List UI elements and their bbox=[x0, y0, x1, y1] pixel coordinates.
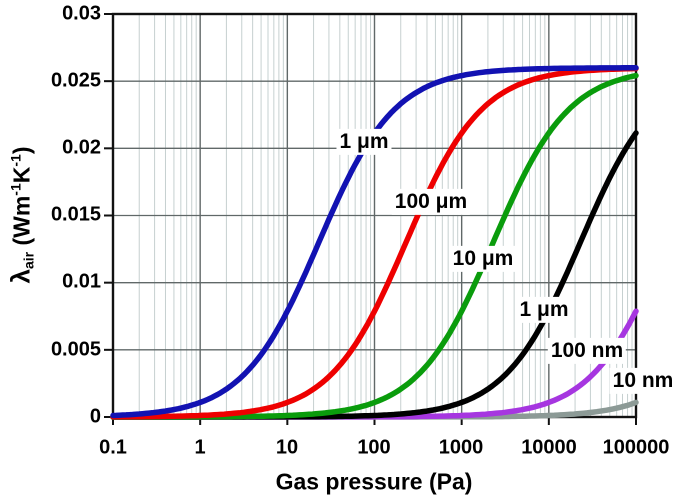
unit-exponent-1: -1 bbox=[7, 183, 24, 196]
unit-open: (Wm bbox=[8, 195, 35, 252]
y-tick-label: 0.03 bbox=[62, 2, 101, 25]
y-tick-label: 0.005 bbox=[50, 338, 101, 361]
y-tick-label: 0.01 bbox=[62, 270, 101, 293]
x-tick-label: 10 bbox=[275, 436, 299, 459]
curve-label-blue-1um: 1 μm bbox=[336, 128, 392, 156]
curve-label-green-10um: 10 μm bbox=[449, 245, 517, 273]
x-axis-title: Gas pressure (Pa) bbox=[275, 468, 473, 495]
x-tick-label: 1000 bbox=[438, 436, 484, 459]
lambda-symbol: λ bbox=[5, 269, 36, 284]
unit-exponent-2: -1 bbox=[7, 154, 24, 167]
x-tick-label: 100000 bbox=[602, 436, 670, 459]
curve-label-gray-10nm: 10 nm bbox=[609, 367, 677, 395]
curve-label-black-1um: 1 μm bbox=[516, 296, 572, 324]
unit-close: ) bbox=[8, 146, 35, 155]
y-tick-label: 0.015 bbox=[50, 203, 101, 226]
curve-red-100um bbox=[110, 65, 639, 420]
lambda-subscript: air bbox=[20, 251, 37, 270]
x-tick-label: 1 bbox=[194, 436, 206, 459]
y-axis-title: λair (Wm-1K-1) bbox=[6, 146, 37, 283]
y-tick-label: 0.02 bbox=[62, 136, 101, 159]
y-tick-label: 0 bbox=[89, 405, 101, 428]
y-tick-label: 0.025 bbox=[50, 69, 101, 92]
curve-label-red-100um: 100 μm bbox=[391, 188, 471, 216]
curve-label-purple-100nm: 100 nm bbox=[547, 337, 627, 365]
unit-k: K bbox=[8, 166, 35, 184]
x-tick-label: 0.1 bbox=[99, 436, 127, 459]
x-tick-label: 100 bbox=[357, 436, 391, 459]
x-tick-label: 10000 bbox=[521, 436, 577, 459]
